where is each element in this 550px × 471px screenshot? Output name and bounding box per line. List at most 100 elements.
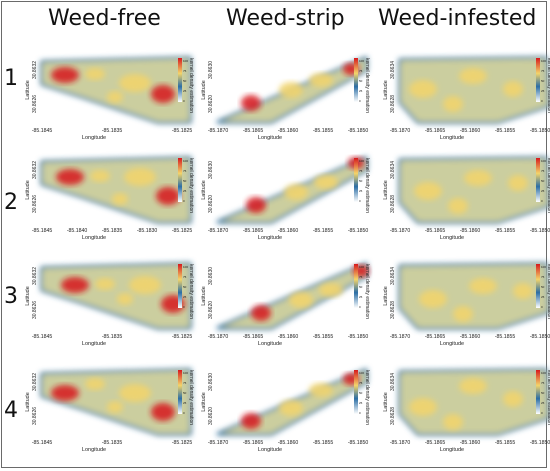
legend-tick-label: 0 [541,411,543,415]
color-legend-bar [354,370,358,414]
density-panel-row1-col2: 100 75 50 25 0 kernel density estimation -85.1… [200,50,376,141]
density-hotspot [61,277,89,293]
x-tick-label: -85.1850 [530,440,550,446]
row-label-1: 1 [4,66,18,91]
field-density [400,264,548,328]
legend-tick-label: 100 [183,159,188,163]
density-hotspot [119,384,151,402]
x-tick-label: -85.1855 [495,440,516,446]
density-hotspot [409,80,437,98]
x-tick-label: -85.1865 [425,440,446,446]
x-tick-label: -85.1865 [425,228,446,234]
y-axis-label: Latitude [201,392,207,412]
x-axis-label: Longitude [258,447,282,453]
color-legend-bar [178,264,182,308]
x-axis-label: Longitude [440,447,464,453]
x-tick-label: -85.1855 [313,228,334,234]
field-density [42,58,190,122]
x-tick-label: -85.1845 [32,334,53,340]
legend-tick-label: 75 [541,169,545,173]
y-tick-label: 30.8620 [208,95,214,113]
legend-tick-label: 0 [183,99,185,103]
x-axis-label: Longitude [258,341,282,347]
x-axis-label: Longitude [440,135,464,141]
y-axis-label: Latitude [383,286,389,306]
legend-tick-label: 25 [359,189,363,193]
legend-tick-label: 50 [183,391,187,395]
legend-tick-label: 75 [183,69,187,73]
legend-title: kernel density estimation [546,370,550,425]
legend-title: kernel density estimation [546,264,550,319]
density-hotspot [156,187,180,205]
density-hotspot [51,67,79,83]
x-tick-label: -85.1860 [460,440,481,446]
legend-title: kernel density estimation [188,370,194,425]
legend-tick-label: 50 [541,285,545,289]
y-axis-label: Latitude [25,180,31,200]
density-hotspot [151,85,175,103]
x-tick-label: -85.1870 [208,128,229,134]
x-tick-label: -85.1870 [390,128,411,134]
legend-tick-label: 50 [183,79,187,83]
legend-tick-label: 50 [183,285,187,289]
legend-tick-label: 100 [183,265,188,269]
density-panel-row3-col3: 100 75 50 25 0 kernel density estimation -85.1… [382,256,550,347]
x-tick-label: -85.1860 [460,128,481,134]
legend-tick-label: 75 [541,275,545,279]
x-tick-label: -85.1870 [390,440,411,446]
x-tick-label: -85.1870 [208,228,229,234]
legend-tick-label: 100 [359,59,364,63]
x-tick-label: -85.1850 [348,128,369,134]
x-tick-label: -85.1860 [278,440,299,446]
legend-tick-label: 50 [359,179,363,183]
legend-tick-label: 25 [541,401,545,405]
density-hotspot [414,182,442,200]
legend-title: kernel density estimation [188,58,194,113]
legend-tick-label: 0 [183,305,185,309]
x-tick-label: -85.1865 [425,128,446,134]
density-hotspot [85,68,105,80]
legend-tick-label: 50 [541,179,545,183]
color-legend-bar [178,58,182,102]
density-hotspot [503,81,523,97]
density-hotspot [251,305,271,321]
legend-tick-label: 25 [183,189,187,193]
x-tick-label: -85.1870 [390,228,411,234]
y-axis-label: Latitude [201,180,207,200]
legend-tick-label: 50 [359,391,363,395]
legend-tick-label: 0 [359,305,361,309]
x-tick-label: -85.1825 [172,128,193,134]
density-hotspot [453,306,473,322]
field-density [400,158,548,222]
density-hotspot [448,198,468,214]
density-hotspot [459,378,487,394]
x-tick-label: -85.1855 [495,334,516,340]
legend-title: kernel density estimation [364,58,370,113]
x-tick-label: -85.1855 [313,128,334,134]
y-axis-label: Latitude [201,80,207,100]
x-tick-label: -85.1850 [348,334,369,340]
x-tick-label: -85.1870 [390,334,411,340]
legend-tick-label: 0 [359,199,361,203]
legend-tick-label: 25 [183,295,187,299]
x-tick-label: -85.1860 [278,128,299,134]
density-hotspot [90,170,110,182]
density-hotspot [443,414,463,430]
legend-title: kernel density estimation [188,158,194,213]
density-hotspot [464,170,492,186]
density-panel-row2-col3: 100 75 50 25 0 kernel density estimation -85.1… [382,150,550,241]
legend-tick-label: 100 [541,59,546,63]
density-hotspot [289,292,313,308]
density-hotspot [419,290,447,308]
density-hotspot [119,74,151,92]
density-hotspot [508,175,528,191]
row-label-4: 4 [4,398,18,423]
legend-tick-label: 100 [183,371,188,375]
